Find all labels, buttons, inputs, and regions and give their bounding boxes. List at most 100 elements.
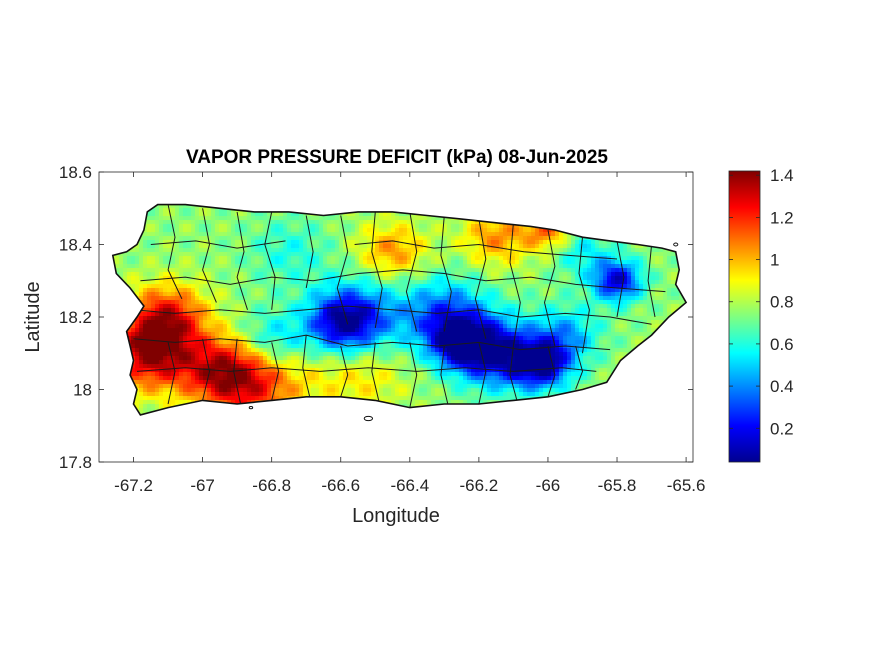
vpd-cell [343, 216, 348, 221]
vpd-cell [355, 276, 360, 281]
vpd-cell [135, 340, 140, 345]
vpd-cell [195, 380, 200, 385]
vpd-cell [139, 276, 144, 281]
vpd-cell [283, 360, 288, 365]
vpd-cell [179, 352, 184, 357]
vpd-cell [307, 332, 312, 337]
vpd-cell [363, 324, 368, 329]
vpd-cell [267, 328, 272, 333]
vpd-cell [239, 252, 244, 257]
vpd-cell [175, 368, 180, 373]
vpd-cell [199, 244, 204, 249]
vpd-cell [155, 212, 160, 217]
vpd-cell [147, 372, 152, 377]
vpd-cell [179, 344, 184, 349]
vpd-cell [291, 340, 296, 345]
vpd-cell [319, 256, 324, 261]
vpd-cell [339, 328, 344, 333]
vpd-cell [359, 332, 364, 337]
vpd-cell [247, 276, 252, 281]
vpd-cell [247, 220, 252, 225]
vpd-cell [143, 348, 148, 353]
vpd-cell [167, 232, 172, 237]
vpd-cell [319, 384, 324, 389]
vpd-cell [307, 232, 312, 237]
vpd-cell [315, 320, 320, 325]
vpd-cell [199, 372, 204, 377]
vpd-cell [259, 228, 264, 233]
vpd-cell [275, 328, 280, 333]
vpd-cell [287, 320, 292, 325]
vpd-cell [127, 264, 132, 269]
vpd-cell [351, 256, 356, 261]
vpd-cell [335, 320, 340, 325]
vpd-cell [259, 288, 264, 293]
vpd-cell [223, 372, 228, 377]
vpd-cell [287, 248, 292, 253]
vpd-cell [223, 248, 228, 253]
vpd-cell [307, 388, 312, 393]
vpd-cell [239, 392, 244, 397]
vpd-cell [263, 224, 268, 229]
vpd-cell [167, 316, 172, 321]
vpd-cell [207, 264, 212, 269]
vpd-cell [215, 324, 220, 329]
vpd-cell [367, 396, 372, 401]
vpd-cell [279, 284, 284, 289]
vpd-cell [283, 292, 288, 297]
vpd-cell [231, 352, 236, 357]
vpd-cell [239, 244, 244, 249]
vpd-cell [287, 372, 292, 377]
vpd-cell [251, 252, 256, 257]
vpd-cell [207, 348, 212, 353]
vpd-cell [267, 336, 272, 341]
vpd-cell [175, 352, 180, 357]
vpd-cell [367, 384, 372, 389]
vpd-cell [135, 400, 140, 405]
vpd-cell [351, 324, 356, 329]
vpd-cell [183, 384, 188, 389]
vpd-cell [343, 296, 348, 301]
vpd-cell [159, 236, 164, 241]
vpd-cell [303, 284, 308, 289]
vpd-cell [275, 288, 280, 293]
vpd-cell [239, 400, 244, 405]
vpd-cell [283, 260, 288, 265]
vpd-cell [247, 320, 252, 325]
vpd-cell [163, 292, 168, 297]
vpd-cell [287, 256, 292, 261]
vpd-cell [131, 268, 136, 273]
vpd-cell [127, 328, 132, 333]
vpd-cell [335, 344, 340, 349]
vpd-cell [123, 268, 128, 273]
vpd-cell [195, 344, 200, 349]
vpd-cell [167, 252, 172, 257]
vpd-cell [331, 272, 336, 277]
vpd-cell [139, 288, 144, 293]
vpd-cell [347, 368, 352, 373]
vpd-cell [359, 240, 364, 245]
vpd-cell [227, 372, 232, 377]
vpd-cell [155, 376, 160, 381]
vpd-cell [127, 276, 132, 281]
vpd-cell [315, 296, 320, 301]
vpd-cell [251, 372, 256, 377]
vpd-cell [267, 264, 272, 269]
vpd-cell [179, 292, 184, 297]
vpd-cell [319, 264, 324, 269]
vpd-cell [143, 324, 148, 329]
vpd-cell [343, 300, 348, 305]
vpd-cell [315, 332, 320, 337]
vpd-cell [363, 232, 368, 237]
vpd-cell [363, 388, 368, 393]
vpd-cell [307, 296, 312, 301]
vpd-cell [287, 212, 292, 217]
vpd-cell [311, 316, 316, 321]
vpd-cell [287, 236, 292, 241]
vpd-cell [163, 340, 168, 345]
vpd-cell [295, 224, 300, 229]
vpd-cell [307, 256, 312, 261]
vpd-cell [223, 340, 228, 345]
vpd-cell [159, 292, 164, 297]
vpd-cell [259, 292, 264, 297]
